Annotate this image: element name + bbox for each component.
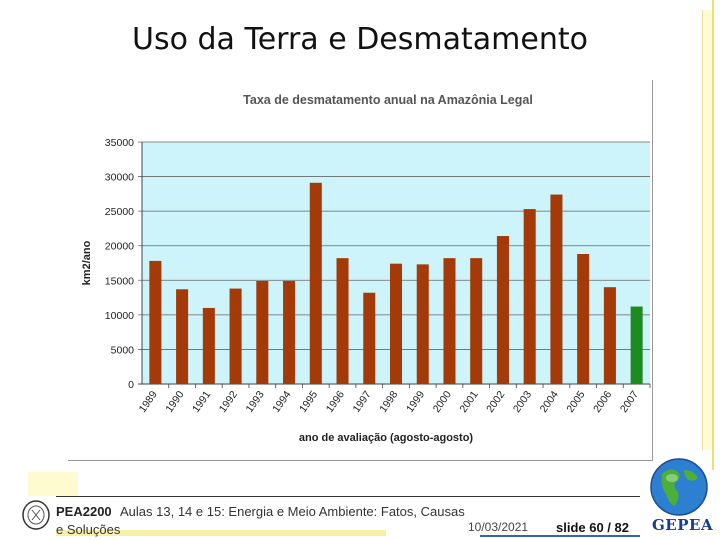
deforestation-chart: Taxa de desmatamento anual na Amazônia L… [81,93,651,444]
y-axis-label: km2/ano [81,240,93,285]
bar [256,280,269,384]
chart-frame [68,80,653,461]
y-tick-label: 5000 [111,344,135,356]
bar [389,263,403,384]
y-tick-label: 10000 [105,310,134,322]
bar [630,306,643,384]
bar [443,258,456,384]
x-tick-label: 1992 [217,389,240,415]
x-tick-label: 2004 [538,389,561,415]
x-tick-label: 1991 [190,389,213,415]
x-tick-label: 2003 [511,389,534,415]
bar [336,258,349,384]
x-tick-label: 1993 [244,389,267,415]
x-tick-label: 1995 [297,389,320,415]
bar [603,287,616,384]
bar [550,194,563,384]
y-tick-label: 30000 [105,172,134,184]
x-tick-label: 1997 [350,389,373,415]
footer-divider [56,496,640,497]
x-tick-label: 2000 [431,389,454,415]
x-tick-label: 1999 [404,389,427,415]
chart-title: Taxa de desmatamento anual na Amazônia L… [243,93,533,107]
university-seal-icon [22,500,50,530]
bar [149,260,162,384]
footer-blue-line [480,535,640,537]
x-tick-label: 2005 [564,389,587,415]
y-tick-label: 35000 [105,137,134,149]
bar [363,292,376,384]
x-tick-label: 1990 [163,389,186,415]
bar [283,280,296,384]
bar [577,254,590,384]
bar [496,236,509,384]
slide-title: Uso da Terra e Desmatamento [132,22,588,57]
bar [416,264,429,384]
x-tick-label: 2006 [591,389,614,415]
x-tick-label: 1994 [270,389,293,415]
x-tick-label: 2002 [484,389,507,415]
course-text: Aulas 13, 14 e 15: Energia e Meio Ambien… [120,504,465,519]
bar [470,258,483,384]
slide-number: slide 60 / 82 [556,520,629,535]
course-code: PEA2200 [56,504,112,519]
x-tick-label: 2001 [457,389,480,415]
x-tick-label: 1989 [137,389,160,415]
footer-yellow-block [28,472,78,496]
bar [309,182,322,384]
bar [202,307,215,384]
course-text-continued: e Soluções [56,522,121,537]
x-axis-label: ano de avaliação (agosto-agosto) [299,432,474,444]
globe-logo-icon [650,458,708,516]
right-decor-bar [702,10,713,450]
y-tick-label: 15000 [105,275,134,287]
footer-yellow-strip [56,530,386,536]
y-tick-label: 20000 [105,241,134,253]
x-tick-label: 2007 [618,389,641,415]
right-decor-line [712,0,714,470]
y-tick-label: 0 [128,379,134,391]
bar [523,209,536,384]
y-tick-label: 25000 [105,206,134,218]
x-tick-label: 1996 [324,389,347,415]
bar [229,288,242,384]
bar [176,289,189,384]
gepea-logo-text: GEPEA [652,516,714,534]
footer-date: 10/03/2021 [468,520,529,534]
x-tick-label: 1998 [377,389,400,415]
